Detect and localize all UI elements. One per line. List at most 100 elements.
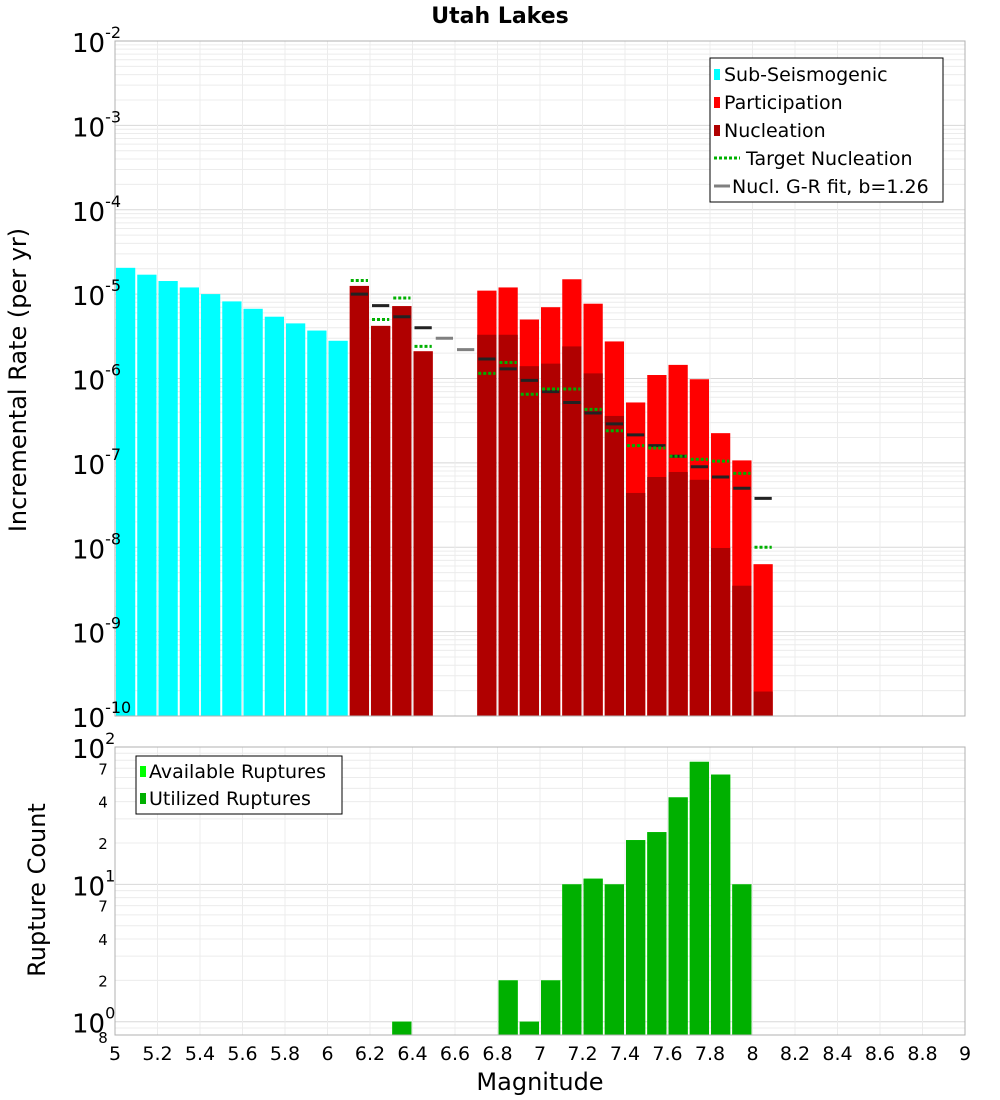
legend-swatch (714, 97, 720, 108)
x-tick-label: 7.4 (610, 1043, 640, 1065)
y-minor-tick-label: 4 (98, 931, 108, 949)
y-tick-exponent: -3 (105, 107, 121, 126)
y-tick-base: 10 (72, 282, 105, 312)
nucleation-bar (413, 351, 433, 716)
x-tick-label: 5.8 (270, 1043, 300, 1065)
sub-seismogenic-bar (116, 267, 136, 716)
sub-seismogenic-bar (179, 287, 199, 716)
legend-label: Utilized Ruptures (149, 788, 311, 810)
nucleation-bar (689, 479, 709, 716)
utilized-ruptures-bar (604, 884, 624, 1035)
y-tick-exponent: -7 (105, 445, 121, 464)
nucleation-bar (349, 285, 369, 716)
plot-border-rate (114, 40, 966, 717)
y-tick-label: 101 (72, 866, 115, 902)
x-tick-label: 8.6 (865, 1043, 895, 1065)
nucleation-bar (541, 363, 561, 716)
sub-seismogenic-bar (264, 316, 284, 716)
target-nucleation-series (350, 279, 772, 549)
chart-title: Utah Lakes (431, 4, 568, 29)
y-tick-label: 10-3 (72, 107, 121, 143)
y-tick-base: 10 (72, 367, 105, 397)
x-tick-label: 6.2 (355, 1043, 385, 1065)
y-tick-label: 10-7 (72, 445, 121, 481)
x-tick-label: 7.6 (652, 1043, 682, 1065)
nucleation-bar (711, 547, 731, 716)
y-tick-base: 10 (72, 620, 105, 650)
y-tick-exponent: -5 (105, 276, 121, 295)
legend-label: Sub-Seismogenic (724, 64, 888, 86)
utilized-ruptures-bar (519, 1021, 539, 1035)
sub-seismogenic-bar (201, 294, 221, 716)
y-tick-label: 10-2 (72, 23, 121, 59)
y-tick-label: 10-4 (72, 192, 121, 228)
x-tick-label: 7.8 (695, 1043, 725, 1065)
y-minor-tick-label: 2 (98, 835, 108, 853)
y-tick-base: 10 (72, 1010, 105, 1040)
nucleation-bar (583, 373, 603, 716)
legend-box (135, 755, 343, 815)
sub-seismogenic-series (116, 267, 348, 716)
y-minor-tick-label: 7 (98, 760, 108, 778)
y-minor-tick-label: 4 (98, 794, 108, 812)
y-tick-exponent: -8 (105, 529, 121, 548)
x-tick-label: 8.2 (780, 1043, 810, 1065)
y-minor-tick-label: 8 (98, 1029, 108, 1047)
utilized-ruptures-bar (647, 832, 667, 1035)
nucleation-bar (371, 325, 391, 716)
y-tick-base: 10 (72, 872, 105, 902)
utilized-ruptures-bar (711, 774, 731, 1035)
y-tick-label: 10-6 (72, 361, 121, 397)
sub-seismogenic-bar (137, 274, 157, 716)
x-tick-label: 7 (534, 1043, 546, 1065)
y-tick-label: 102 (72, 729, 115, 765)
x-tick-label: 7.2 (567, 1043, 597, 1065)
nucleation-bar (604, 415, 624, 716)
y-tick-base: 10 (72, 113, 105, 143)
y-tick-exponent: -9 (105, 614, 121, 633)
utilized-ruptures-series (392, 761, 752, 1035)
y-tick-label: 10-10 (72, 698, 131, 734)
nucleation-series (349, 285, 773, 716)
x-tick-label: 8.8 (907, 1043, 937, 1065)
plot-border-count (114, 746, 966, 1036)
x-tick-label: 8.4 (822, 1043, 852, 1065)
gr-fit-series (350, 292, 772, 500)
y-tick-label: 100 (72, 1004, 115, 1040)
nucleation-bar (477, 334, 497, 716)
y-tick-base: 10 (72, 198, 105, 228)
x-tick-label: 6 (321, 1043, 333, 1065)
y-tick-exponent: -4 (105, 192, 121, 211)
nucleation-bar (519, 366, 539, 716)
legend-swatch (714, 69, 720, 80)
y-tick-base: 10 (72, 704, 105, 734)
nucleation-bar (753, 691, 773, 716)
y-tick-base: 10 (72, 735, 105, 765)
nucleation-bar (562, 346, 582, 716)
utilized-ruptures-bar (392, 1021, 412, 1035)
x-tick-label: 5.6 (227, 1043, 257, 1065)
nucleation-bar (647, 477, 667, 716)
utilized-ruptures-bar (689, 761, 709, 1035)
sub-seismogenic-bar (243, 308, 263, 716)
legend-label: Participation (724, 92, 843, 114)
y-tick-exponent: -2 (105, 23, 121, 42)
y-tick-label: 10-8 (72, 529, 121, 565)
y-tick-label: 10-9 (72, 614, 121, 650)
sub-seismogenic-bar (307, 330, 327, 716)
legend-label: Target Nucleation (745, 148, 913, 170)
utilized-ruptures-bar (732, 884, 752, 1035)
y-minor-tick-label: 2 (98, 972, 108, 990)
legend-label: Available Ruptures (149, 761, 326, 783)
x-tick-label: 6.8 (482, 1043, 512, 1065)
x-tick-label: 6.6 (440, 1043, 470, 1065)
y-tick-exponent: 1 (105, 866, 115, 885)
sub-seismogenic-bar (286, 323, 306, 716)
x-tick-label: 5.2 (142, 1043, 172, 1065)
utilized-ruptures-bar (541, 980, 561, 1035)
legend-box (709, 57, 944, 203)
y-tick-exponent: -10 (105, 698, 131, 717)
utilized-ruptures-bar (668, 797, 688, 1035)
x-tick-label: 8 (746, 1043, 758, 1065)
